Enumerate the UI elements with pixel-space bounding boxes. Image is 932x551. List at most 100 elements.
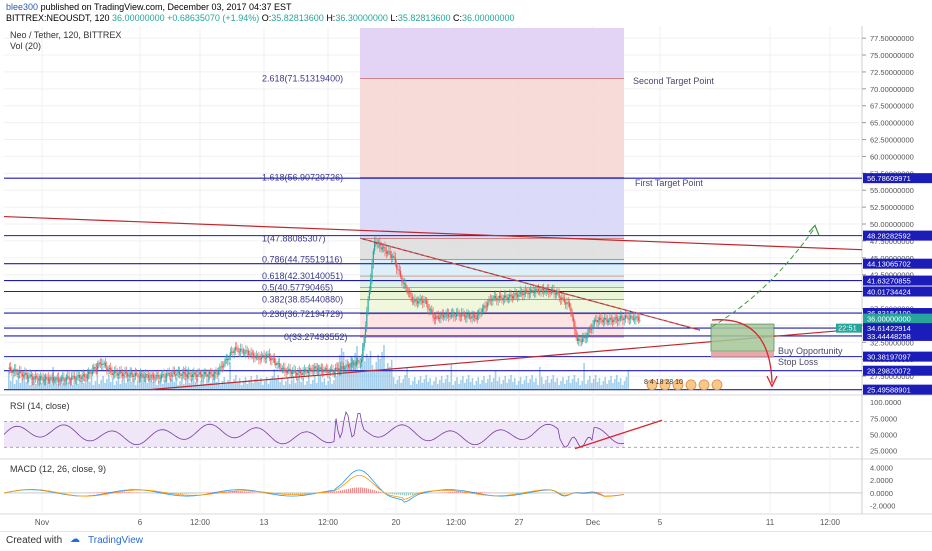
candle-body [308, 371, 309, 374]
candle-body [404, 283, 405, 284]
footer: Created with ☁ TradingView [0, 531, 932, 551]
candle-body [87, 374, 88, 378]
candle-body [440, 314, 441, 318]
macd-histogram-bar [156, 493, 157, 494]
candle-body [535, 289, 536, 292]
volume-bar [320, 375, 322, 389]
candle-body [360, 363, 361, 364]
volume-bar [568, 376, 570, 389]
candle-body [143, 374, 144, 377]
candle-body [28, 377, 29, 378]
candle-body [212, 374, 213, 377]
tradingview-brand[interactable]: TradingView [88, 535, 143, 546]
candle-body [227, 359, 228, 360]
candle-body [617, 318, 618, 321]
candle-body [382, 248, 383, 250]
volume-bar [487, 379, 489, 389]
candle-body [245, 350, 246, 353]
candle-body [518, 295, 519, 297]
macd-histogram-bar [446, 492, 447, 493]
fib-zone [360, 177, 624, 238]
volume-bar [325, 385, 327, 389]
volume-bar [439, 380, 441, 389]
candle-body [45, 377, 46, 380]
x-tick-label: 13 [260, 518, 269, 527]
macd-histogram-bar [248, 492, 249, 493]
candle-body [361, 359, 362, 363]
candle-body [306, 371, 307, 373]
candle-body [365, 327, 366, 338]
volume-bar [331, 384, 333, 389]
candle-body [201, 375, 202, 377]
volume-bar [583, 363, 585, 389]
macd-histogram-bar [410, 493, 411, 495]
volume-bar [620, 378, 622, 389]
candle-body [70, 380, 71, 381]
candle-body [433, 312, 434, 317]
volume-bar [277, 375, 279, 389]
candle-body [147, 374, 148, 375]
candle-body [330, 369, 331, 372]
candle-body [260, 359, 261, 360]
candle-body [69, 377, 70, 380]
fib-zone [360, 276, 624, 288]
candle-body [396, 263, 397, 269]
macd-histogram-bar [400, 493, 401, 495]
candle-body [191, 375, 192, 377]
volume-bar [404, 375, 406, 389]
candle-body [425, 300, 426, 301]
volume-bar [250, 376, 252, 389]
volume-bar [279, 382, 281, 389]
fib-level-label: 0.618(42.30140051) [262, 271, 343, 281]
candle-body [50, 377, 51, 380]
candle-body [438, 316, 439, 319]
volume-bar [179, 381, 181, 389]
candle-body [261, 356, 262, 360]
candle-body [111, 371, 112, 375]
candle-body [628, 316, 629, 319]
candle-body [270, 358, 271, 360]
macd-histogram-bar [252, 492, 253, 493]
candle-body [569, 303, 570, 307]
candle-body [517, 294, 518, 297]
volume-bar [264, 381, 266, 389]
volume-bar [231, 383, 233, 389]
candle-body [455, 316, 456, 317]
candle-body [524, 294, 525, 295]
candle-body [165, 377, 166, 378]
candle-body [149, 378, 150, 379]
candle-body [395, 257, 396, 263]
volume-bar [518, 381, 520, 389]
candle-body [475, 318, 476, 320]
candle-body [544, 292, 545, 293]
macd-histogram-bar [96, 492, 97, 493]
macd-histogram-bar [538, 493, 539, 494]
event-circle [686, 380, 696, 390]
candle-body [301, 373, 302, 375]
event-markers[interactable]: 8 4 18 28 10 [644, 379, 683, 386]
volume-bar [270, 380, 272, 389]
volume-bar [489, 375, 491, 389]
volume-bar [364, 361, 366, 389]
candle-body [529, 293, 530, 294]
candle-body [508, 298, 509, 300]
volume-bar [108, 375, 110, 389]
candle-body [214, 372, 215, 375]
macd-histogram-bar [566, 493, 567, 494]
candle-body [169, 373, 170, 376]
candle-body [451, 313, 452, 316]
candle-body [178, 372, 179, 373]
volume-bar [604, 377, 606, 389]
fib-zone [360, 314, 624, 337]
candle-body [176, 373, 177, 376]
candle-body [196, 375, 197, 377]
macd-histogram-bar [504, 493, 505, 494]
macd-histogram-bar [342, 490, 343, 493]
chart-canvas[interactable]: 2.618(71.51319400)1.618(56.90729726)1(47… [0, 0, 932, 531]
candle-body [74, 376, 75, 379]
candle-body [63, 377, 64, 380]
candle-body [257, 356, 258, 357]
candle-body [18, 373, 19, 375]
candle-body [278, 363, 279, 364]
macd-histogram-bar [186, 493, 187, 494]
